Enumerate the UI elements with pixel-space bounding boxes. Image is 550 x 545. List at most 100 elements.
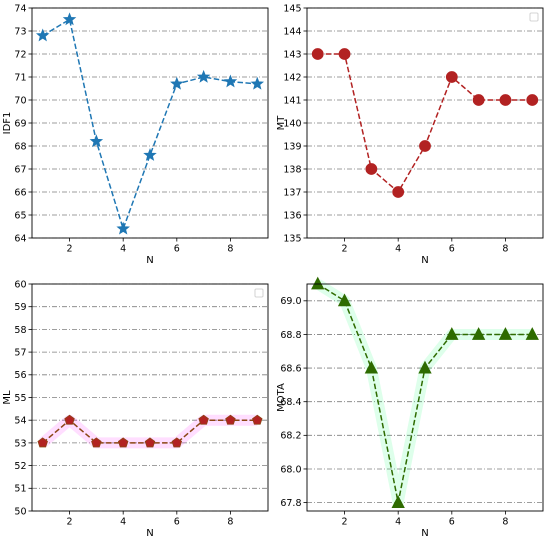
- y-tick-label: 67.8: [280, 498, 301, 509]
- y-tick-label: 72: [14, 49, 26, 60]
- data-point: [418, 360, 432, 374]
- y-tick-label: 69.0: [280, 296, 301, 307]
- y-tick-label: 141: [283, 95, 301, 106]
- y-tick-label: 68.6: [280, 363, 301, 374]
- y-tick-label: 68.0: [280, 464, 301, 475]
- data-point: [37, 437, 48, 448]
- y-tick-label: 135: [283, 233, 301, 244]
- x-tick-label: 6: [174, 244, 180, 255]
- x-tick-label: 6: [174, 517, 180, 528]
- data-point: [225, 414, 236, 425]
- data-point: [391, 495, 405, 508]
- data-point: [117, 437, 129, 448]
- x-tick-label: 4: [120, 244, 126, 255]
- data-point: [144, 437, 156, 448]
- y-tick-label: 68.4: [280, 397, 301, 408]
- y-tick-label: 142: [283, 72, 301, 83]
- data-point: [499, 94, 512, 106]
- data-point: [365, 163, 378, 175]
- y-axis-label: IDF1: [2, 112, 13, 135]
- y-tick-label: 143: [283, 49, 301, 60]
- x-axis-label: N: [146, 255, 153, 266]
- y-tick-label: 71: [14, 72, 26, 83]
- data-point: [250, 76, 265, 90]
- data-point: [337, 293, 352, 307]
- y-tick-label: 139: [283, 141, 301, 152]
- y-tick-label: 68.2: [280, 431, 301, 442]
- y-tick-label: 51: [14, 484, 26, 495]
- x-axis-label: N: [421, 528, 428, 539]
- y-tick-label: 145: [283, 3, 301, 14]
- y-tick-label: 70: [14, 95, 26, 106]
- x-tick-label: 8: [502, 244, 508, 255]
- data-point: [62, 12, 77, 26]
- y-tick-label: 60: [14, 279, 26, 290]
- panel-mota: 67.8 68.0 68.2 68.4 68.6 68.8 69.0 2 4 6 8 N MOTA: [276, 276, 544, 539]
- data-point: [91, 437, 102, 448]
- y-tick-label: 50: [14, 506, 26, 517]
- y-tick-label: 138: [283, 164, 301, 175]
- x-tick-label: 6: [449, 517, 455, 528]
- data-point: [392, 186, 405, 198]
- data-point: [471, 327, 486, 340]
- x-tick-label: 4: [395, 517, 401, 528]
- y-tick-label: 74: [14, 3, 26, 14]
- y-tick-label: 53: [14, 438, 26, 449]
- data-point: [170, 76, 184, 90]
- plot-frame: [306, 7, 544, 239]
- y-tick-label: 68.8: [280, 330, 301, 341]
- data-point: [311, 276, 325, 290]
- plot-frame: [31, 7, 269, 239]
- y-axis-label: MOTA: [276, 383, 287, 412]
- x-tick-label: 4: [120, 517, 126, 528]
- panel-mt: 135 136 137 138 139 140 141 142 143 144 145 2 4 6 8 N MT: [276, 3, 544, 266]
- data-point: [364, 360, 379, 374]
- x-tick-label: 4: [395, 244, 401, 255]
- data-point: [35, 28, 50, 42]
- x-tick-label: 8: [227, 244, 233, 255]
- data-point: [116, 221, 130, 235]
- data-point: [498, 327, 513, 340]
- plot-frame: [31, 283, 269, 512]
- data-point: [338, 48, 351, 60]
- data-point: [64, 414, 75, 425]
- y-tick-label: 69: [14, 118, 26, 129]
- x-tick-label: 2: [342, 517, 348, 528]
- data-point: [198, 414, 209, 425]
- y-axis-label: MT: [276, 115, 287, 131]
- data-point: [419, 140, 431, 152]
- plot-area: [307, 284, 543, 511]
- legend-box: [254, 288, 264, 298]
- data-point: [526, 94, 539, 106]
- x-tick-label: 6: [449, 244, 455, 255]
- y-tick-label: 55: [14, 393, 26, 404]
- y-tick-label: 52: [14, 461, 26, 472]
- x-tick-label: 2: [67, 517, 73, 528]
- data-point: [252, 414, 263, 425]
- data-point: [525, 327, 539, 340]
- data-point: [143, 148, 157, 161]
- y-tick-label: 56: [14, 370, 26, 381]
- data-point: [171, 437, 183, 448]
- y-axis-label: ML: [2, 390, 13, 405]
- x-axis-label: N: [421, 255, 428, 266]
- y-tick-label: 58: [14, 325, 26, 336]
- x-tick-label: 2: [342, 244, 348, 255]
- y-tick-label: 54: [14, 416, 26, 427]
- data-point: [196, 69, 211, 83]
- series-line: [42, 18, 258, 232]
- data-point: [223, 74, 238, 88]
- y-tick-label: 137: [283, 187, 301, 198]
- x-tick-label: 8: [502, 517, 508, 528]
- y-tick-label: 64: [14, 233, 26, 244]
- data-point: [445, 71, 458, 83]
- y-tick-label: 59: [14, 302, 26, 313]
- y-tick-label: 73: [14, 26, 26, 37]
- y-tick-label: 66: [14, 187, 26, 198]
- y-tick-label: 144: [283, 26, 301, 37]
- y-tick-label: 136: [283, 210, 301, 221]
- legend-box: [529, 12, 539, 22]
- y-tick-label: 57: [14, 348, 26, 359]
